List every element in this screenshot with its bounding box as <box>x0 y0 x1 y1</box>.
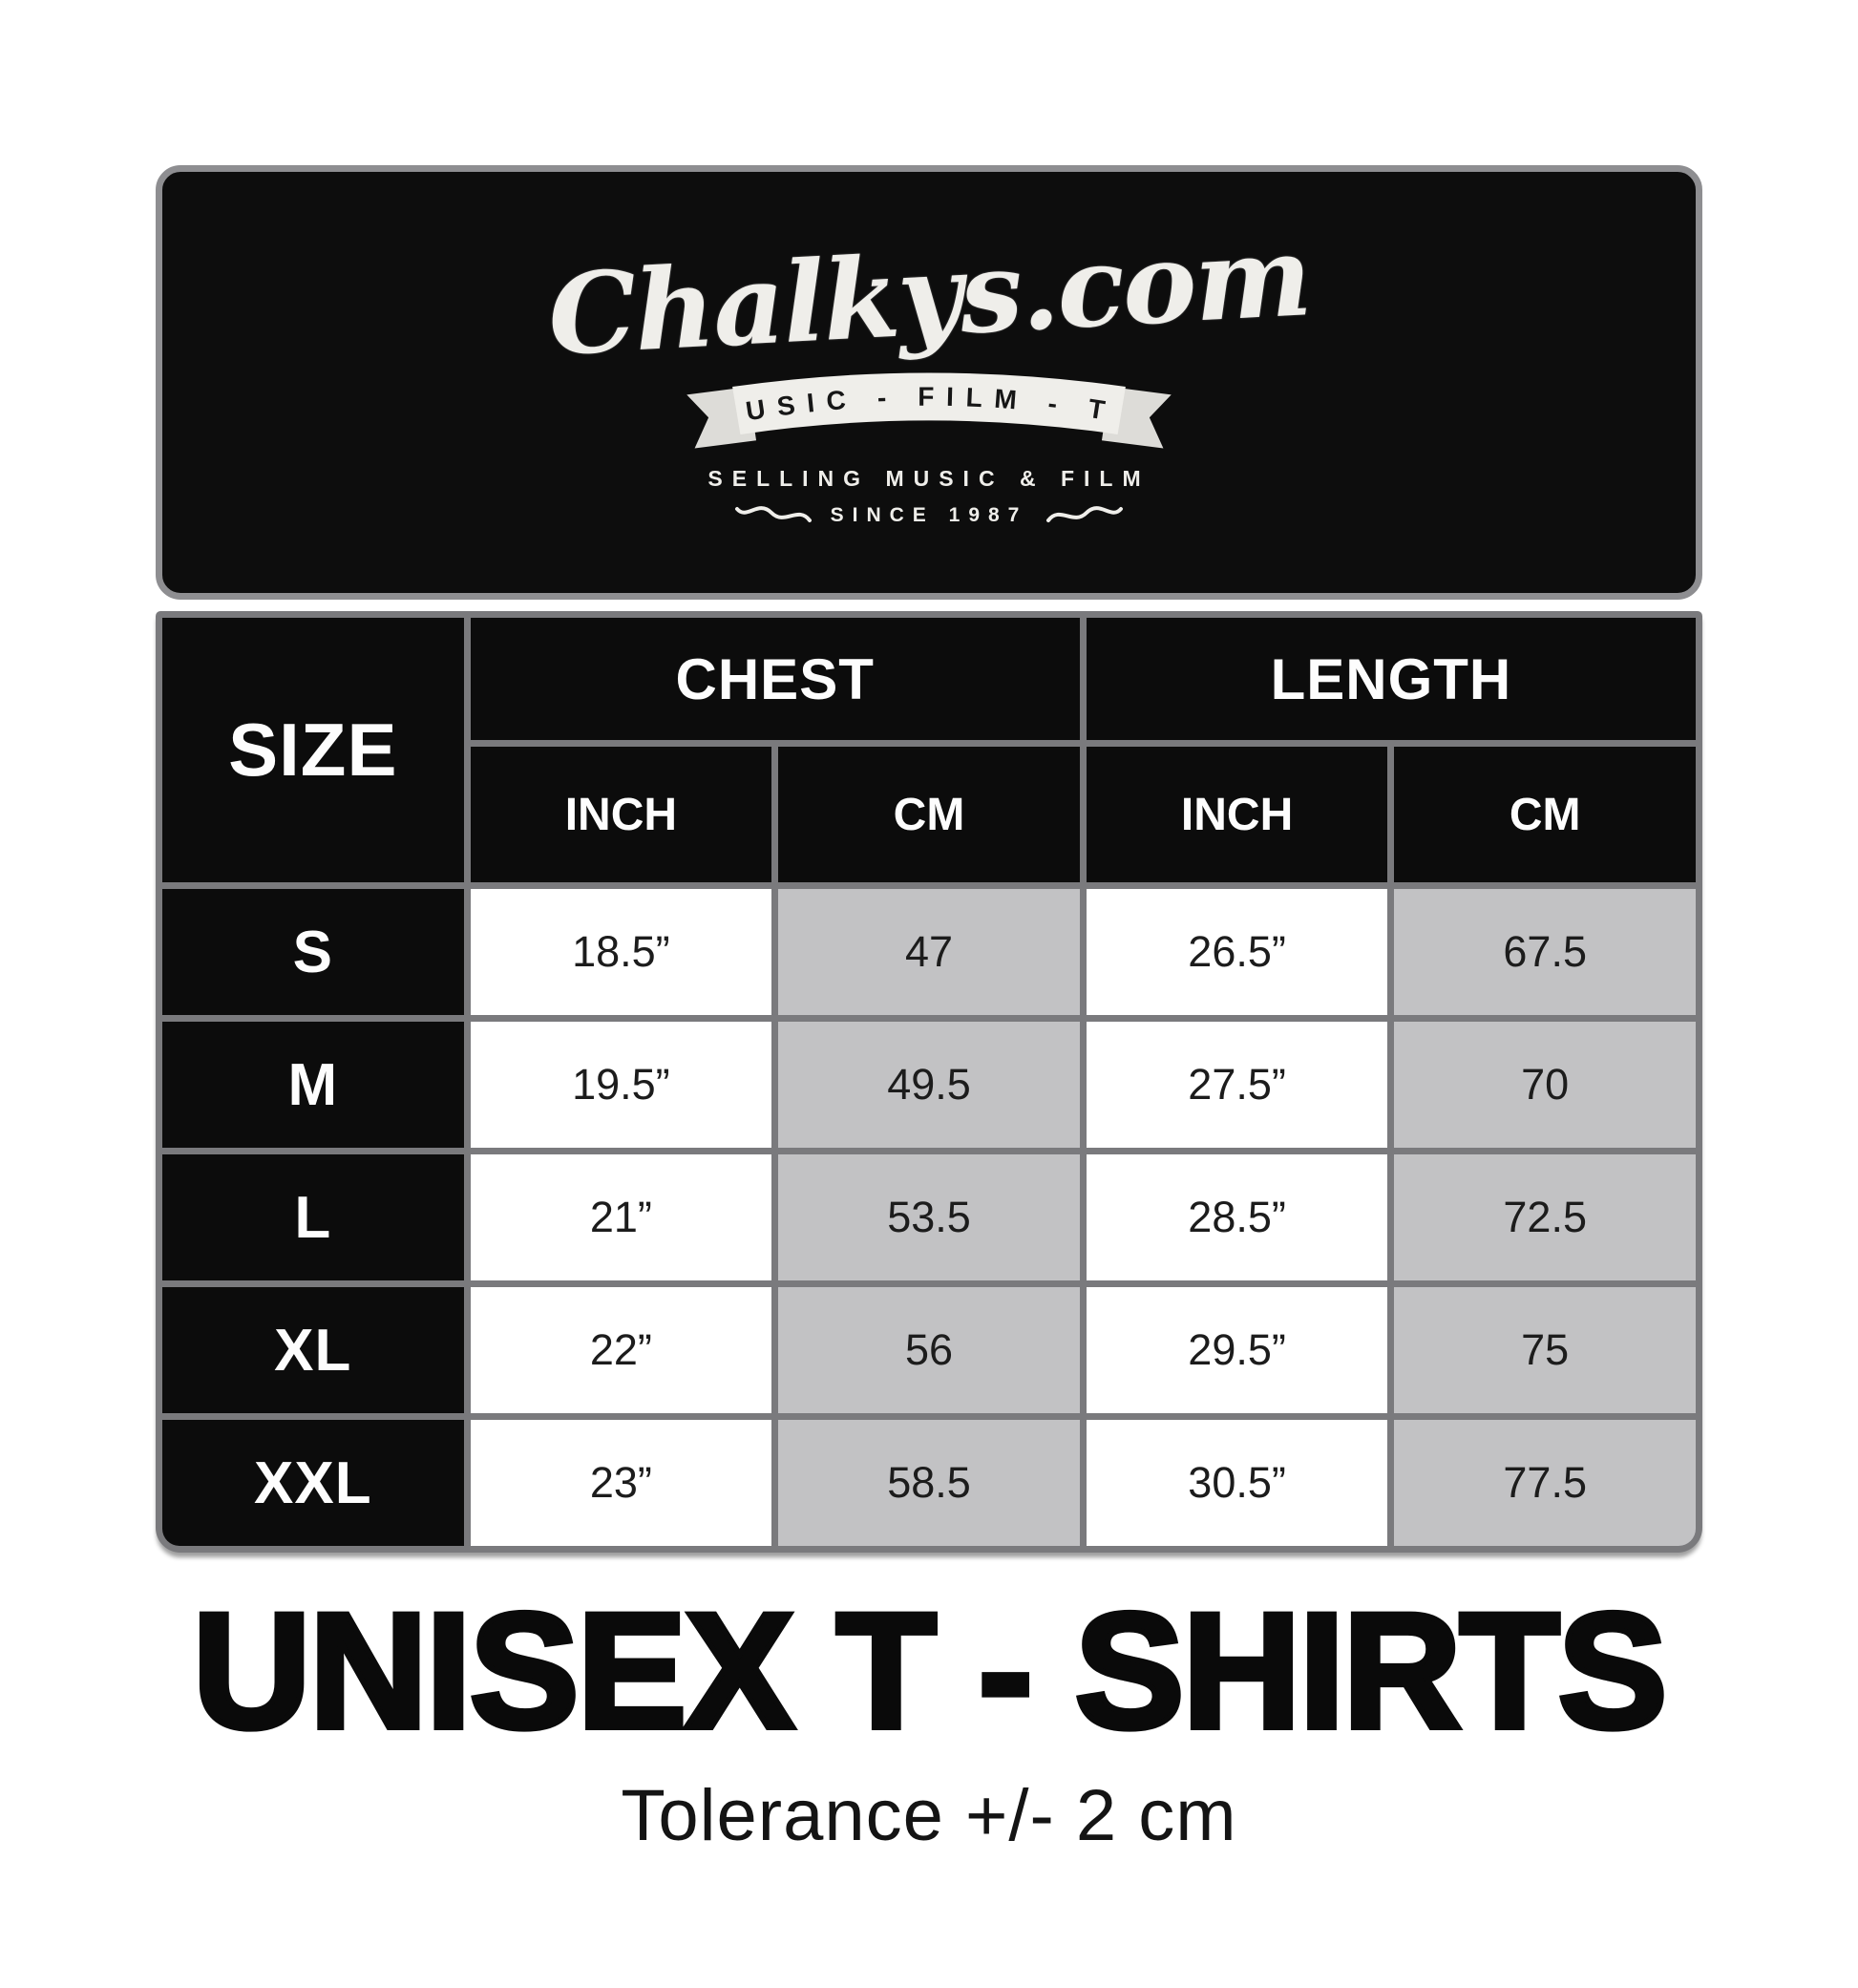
row-s-chest-cm: 47 <box>778 889 1080 1015</box>
row-xxl-length-inch: 30.5” <box>1086 1420 1388 1546</box>
brand-logo: Chalkys.com <box>544 211 1314 381</box>
size-chart-table: SIZE CHEST LENGTH INCH CM INCH CM S 18.5… <box>156 611 1702 1553</box>
row-xl-chest-cm: 56 <box>778 1287 1080 1413</box>
row-s-chest-inch: 18.5” <box>470 889 772 1015</box>
row-l-chest-cm: 53.5 <box>778 1154 1080 1280</box>
column-header-chest-inch: INCH <box>470 747 772 882</box>
row-l-length-inch: 28.5” <box>1086 1154 1388 1280</box>
tolerance-note: Tolerance +/- 2 cm <box>621 1775 1237 1856</box>
row-xxl-length-cm: 77.5 <box>1394 1420 1696 1546</box>
page-title: UNISEX T - SHIRTS <box>190 1576 1671 1766</box>
column-header-length: LENGTH <box>1086 618 1696 740</box>
ribbon-band <box>732 372 1126 434</box>
since-row: SINCE 1987 <box>733 501 1126 530</box>
flourish-icon <box>1046 506 1124 522</box>
row-s-size: S <box>162 889 464 1015</box>
flourish-icon <box>734 506 812 522</box>
row-xl-length-inch: 29.5” <box>1086 1287 1388 1413</box>
column-header-chest-cm: CM <box>778 747 1080 882</box>
row-xxl-chest-inch: 23” <box>470 1420 772 1546</box>
brand-header-card: Chalkys.com MUSIC - FILM - TV SELLING MU… <box>156 165 1702 600</box>
row-m-chest-cm: 49.5 <box>778 1022 1080 1148</box>
column-header-length-inch: INCH <box>1086 747 1388 882</box>
row-m-chest-inch: 19.5” <box>470 1022 772 1148</box>
row-xl-chest-inch: 22” <box>470 1287 772 1413</box>
brand-since: SINCE 1987 <box>830 503 1028 526</box>
row-l-size: L <box>162 1154 464 1280</box>
row-xxl-size: XXL <box>162 1420 464 1546</box>
row-xxl-chest-cm: 58.5 <box>778 1420 1080 1546</box>
column-header-length-cm: CM <box>1394 747 1696 882</box>
column-header-size: SIZE <box>162 618 464 882</box>
row-l-chest-inch: 21” <box>470 1154 772 1280</box>
column-header-chest: CHEST <box>470 618 1080 740</box>
brand-tagline: SELLING MUSIC & FILM <box>707 465 1151 491</box>
ribbon-banner: MUSIC - FILM - TV <box>662 361 1172 449</box>
row-xl-size: XL <box>162 1287 464 1413</box>
row-l-length-cm: 72.5 <box>1394 1154 1696 1280</box>
row-s-length-cm: 67.5 <box>1394 889 1696 1015</box>
row-m-size: M <box>162 1022 464 1148</box>
row-xl-length-cm: 75 <box>1394 1287 1696 1413</box>
row-m-length-inch: 27.5” <box>1086 1022 1388 1148</box>
row-m-length-cm: 70 <box>1394 1022 1696 1148</box>
row-s-length-inch: 26.5” <box>1086 889 1388 1015</box>
